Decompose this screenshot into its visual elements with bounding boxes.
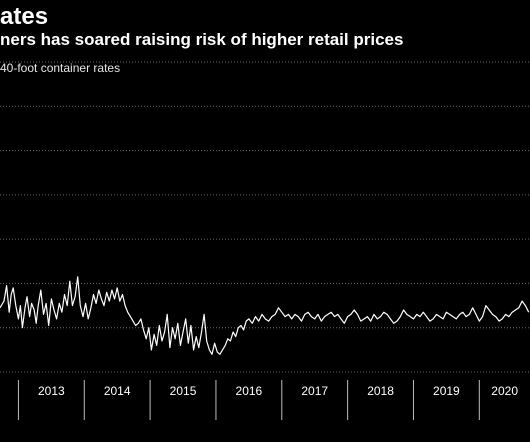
x-tick-label: 2018 [367,384,394,398]
chart-title: ates [0,3,49,30]
series-line [0,276,530,355]
legend-caption: 40-foot container rates [0,61,121,75]
x-tick-label: 2014 [104,384,131,398]
x-tick-label: 2013 [38,384,65,398]
x-tick-label: 2016 [236,384,263,398]
x-tick-label: 2017 [301,384,328,398]
x-tick-label: 2015 [170,384,197,398]
chart-subtitle: ners has soared raising risk of higher r… [0,30,404,49]
x-tick-label: 2020 [491,384,518,398]
x-tick-label: 2019 [433,384,460,398]
